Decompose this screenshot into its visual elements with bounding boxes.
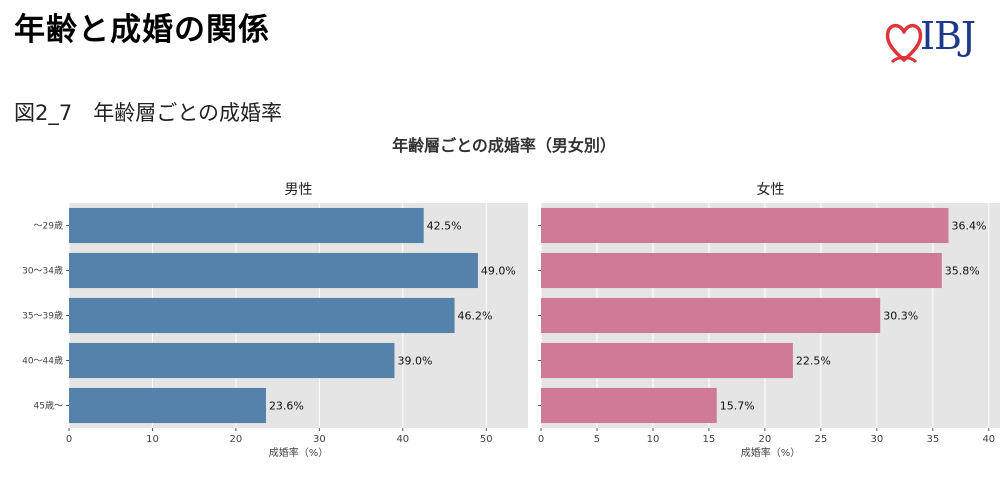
category-label: 40～44歳 — [22, 355, 63, 367]
male-bar — [69, 297, 455, 334]
female-value-label: 22.5% — [796, 355, 831, 368]
female-value-label: 15.7% — [720, 400, 755, 413]
female-panel-title: 女性 — [757, 181, 785, 198]
male-bar — [69, 207, 424, 244]
ibj-logo: IBJ — [884, 14, 996, 76]
male-value-label: 46.2% — [458, 310, 493, 323]
female-x-tick-label: 10 — [647, 434, 660, 445]
male-x-tick-label: 20 — [230, 434, 243, 445]
male-bar — [69, 387, 266, 424]
female-value-label: 30.3% — [883, 310, 918, 323]
heart-icon — [885, 23, 923, 64]
male-x-tick-label: 40 — [396, 434, 409, 445]
female-bar — [541, 207, 949, 244]
male-x-tick-label: 10 — [146, 434, 159, 445]
male-bar — [69, 252, 478, 289]
male-x-axis-label: 成婚率（%） — [269, 446, 329, 459]
male-x-tick-label: 30 — [313, 434, 326, 445]
category-label: 35～39歳 — [22, 310, 63, 322]
female-bar — [541, 252, 942, 289]
female-x-tick-label: 0 — [538, 434, 544, 445]
page-title: 年齢と成婚の関係 — [14, 12, 270, 48]
category-label: ～29歳 — [34, 220, 63, 232]
female-value-label: 35.8% — [945, 265, 980, 278]
female-x-tick-label: 40 — [982, 434, 995, 445]
female-x-tick-label: 20 — [759, 434, 772, 445]
category-label: 45歳～ — [34, 400, 63, 412]
male-panel-title: 男性 — [285, 182, 313, 198]
female-value-label: 36.4% — [952, 220, 987, 233]
female-x-tick-label: 5 — [594, 434, 600, 445]
male-bar — [69, 342, 395, 379]
female-x-axis-label: 成婚率（%） — [741, 446, 801, 459]
female-bar — [541, 342, 793, 379]
figure-label: 図2_7 年齢層ごとの成婚率 — [14, 101, 283, 125]
female-bar — [541, 387, 717, 424]
chart-title: 年齢層ごとの成婚率（男女別） — [392, 136, 616, 155]
male-value-label: 39.0% — [397, 355, 432, 368]
male-x-tick-label: 50 — [480, 434, 493, 445]
male-value-label: 23.6% — [269, 400, 304, 413]
female-x-tick-label: 35 — [926, 434, 939, 445]
female-x-tick-label: 15 — [703, 434, 716, 445]
male-value-label: 42.5% — [427, 220, 462, 233]
female-x-tick-label: 25 — [815, 434, 828, 445]
female-x-tick-label: 30 — [870, 434, 883, 445]
male-value-label: 49.0% — [481, 265, 516, 278]
male-x-tick-label: 0 — [66, 434, 72, 445]
category-label: 30～34歳 — [22, 265, 63, 277]
female-bar — [541, 297, 881, 334]
logo-text: IBJ — [920, 14, 976, 58]
